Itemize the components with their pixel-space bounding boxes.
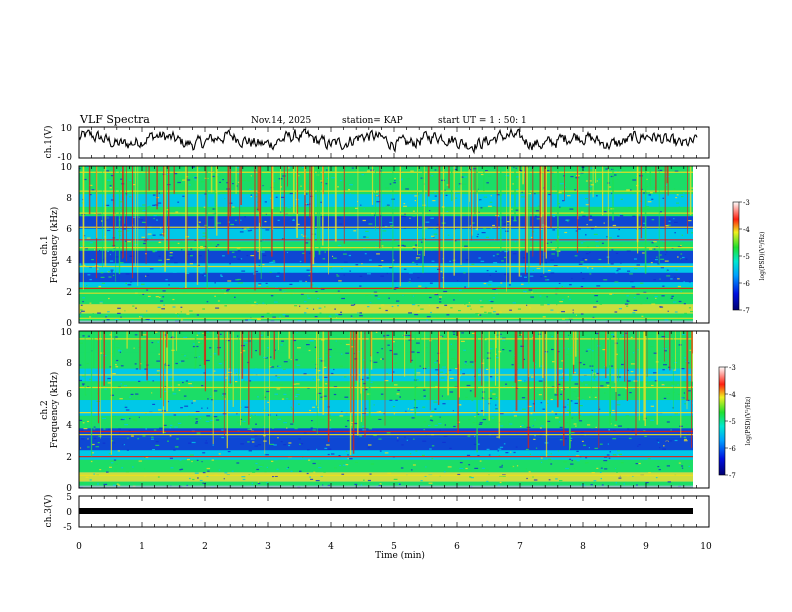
time-tick-4: 4 — [328, 542, 334, 552]
ch2-spectrogram-ticks — [78, 331, 710, 488]
ch3-voltage-trace — [79, 508, 693, 514]
time-axis: 0 1 2 3 4 5 6 7 8 9 10 Time (min) — [76, 542, 712, 561]
ch2-spectrogram-panel: 0 2 4 6 8 10 ch.2 Frequency (kHz) — [40, 328, 710, 494]
ch1-freq-tick-2: 2 — [66, 288, 72, 298]
ch3-panel-ticks — [78, 496, 710, 527]
ch3-ytick-bottom: -5 — [63, 523, 72, 533]
ch1-freq-tick-4: 4 — [66, 256, 72, 266]
ch1-freq-tick-6: 6 — [66, 225, 72, 235]
ch1-voltage-ylabel: ch.1(V) — [43, 126, 54, 159]
start-time-label: start UT = 1 : 50: 1 — [438, 116, 527, 126]
station-label: station= KAP — [342, 116, 403, 126]
cb2-tick-m5: -5 — [729, 418, 736, 426]
ch1-spectrogram-panel: 0 2 4 6 8 10 ch.1 Frequency (kHz) — [40, 163, 710, 329]
cb1-tick-m4: -4 — [743, 226, 750, 234]
ch1-panel-ticks — [78, 127, 710, 158]
cb1-tick-m3: -3 — [743, 199, 750, 207]
ch2-freq-tick-8: 8 — [66, 359, 72, 369]
ch1-ytick-bottom: -10 — [58, 153, 73, 163]
cb2-tick-m3: -3 — [729, 364, 736, 372]
ch1-ytick-top: 10 — [61, 124, 73, 134]
ch2-spec-ylabel-frequency: Frequency (kHz) — [49, 372, 60, 449]
time-tick-5: 5 — [391, 542, 397, 552]
ch2-colorbar: -3 -4 -5 -6 -7 log(PSD)(V²/Hz) — [718, 364, 752, 480]
ch2-spec-ylabel-channel: ch.2 — [40, 400, 50, 419]
time-tick-1: 1 — [139, 542, 145, 552]
time-tick-9: 9 — [643, 542, 649, 552]
cb1-label: log(PSD)(V²/Hz) — [759, 232, 766, 281]
ch1-spec-ylabel-channel: ch.1 — [40, 235, 50, 254]
ch2-freq-tick-2: 2 — [66, 453, 72, 463]
ch2-freq-tick-10: 10 — [61, 328, 73, 338]
ch1-voltage-trace — [78, 127, 698, 155]
time-tick-10: 10 — [700, 542, 712, 552]
time-tick-6: 6 — [454, 542, 460, 552]
ch1-freq-tick-8: 8 — [66, 194, 72, 204]
ch1-spectrogram-image — [79, 166, 693, 323]
ch2-freq-tick-0: 0 — [66, 484, 72, 494]
cb2-tick-m7: -7 — [729, 472, 736, 480]
ch1-spec-ylabel-frequency: Frequency (kHz) — [49, 207, 60, 284]
time-axis-label: Time (min) — [375, 550, 425, 561]
cb1-tick-m5: -5 — [743, 253, 750, 261]
cb1-tick-m6: -6 — [743, 280, 750, 288]
cb1-tick-m7: -7 — [743, 307, 750, 315]
time-tick-8: 8 — [580, 542, 586, 552]
date-label: Nov.14, 2025 — [251, 116, 312, 126]
ch1-freq-tick-0: 0 — [66, 319, 72, 329]
ch3-voltage-ylabel: ch.3(V) — [43, 495, 54, 528]
ch1-voltage-panel: 10 -10 ch.1(V) — [43, 124, 710, 163]
time-tick-2: 2 — [202, 542, 208, 552]
cb2-tick-m6: -6 — [729, 445, 736, 453]
ch2-freq-tick-4: 4 — [66, 421, 72, 431]
ch3-voltage-panel: 5 0 -5 ch.3(V) — [43, 493, 710, 533]
time-tick-7: 7 — [517, 542, 523, 552]
time-tick-3: 3 — [265, 542, 271, 552]
ch2-spectrogram-image — [79, 331, 693, 488]
time-tick-0: 0 — [76, 542, 82, 552]
ch1-freq-tick-10: 10 — [61, 163, 73, 173]
ch1-colorbar: -3 -4 -5 -6 -7 log(PSD)(V²/Hz) — [732, 199, 766, 315]
ch3-ytick-mid: 0 — [66, 508, 72, 518]
ch1-spectrogram-ticks — [78, 166, 710, 323]
ch3-ytick-top: 5 — [66, 493, 72, 503]
cb2-label: log(PSD)(V²/Hz) — [745, 397, 752, 446]
cb2-tick-m4: -4 — [729, 391, 736, 399]
figure-title: VLF Spectra — [79, 113, 150, 126]
ch2-freq-tick-6: 6 — [66, 390, 72, 400]
